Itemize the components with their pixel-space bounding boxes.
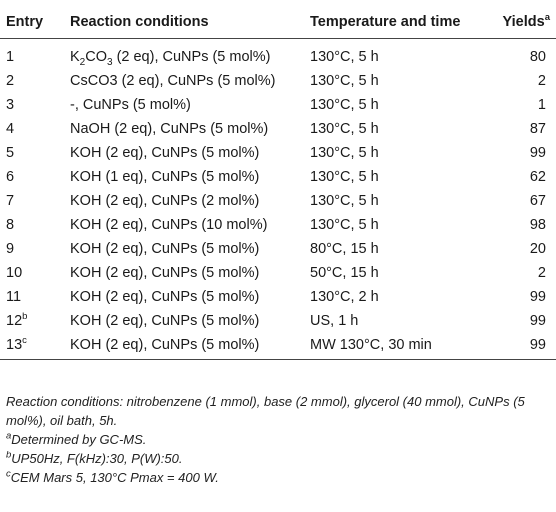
footnote-marker: a — [6, 430, 12, 442]
yield-cell: 99 — [529, 289, 546, 305]
temp-time-cell: 130°C, 5 h — [310, 121, 379, 137]
entry-cell: 10 — [6, 265, 23, 281]
entry-cell: 8 — [6, 217, 15, 233]
temp-time-cell: 130°C, 5 h — [310, 193, 379, 209]
table-row: 1 K2CO3 (2 eq), CuNPs (5 mol%) 130°C, 5 … — [0, 39, 556, 70]
yield-cell: 67 — [529, 193, 546, 209]
entry-cell: 11 — [6, 289, 22, 305]
header-yields-footnote: a — [544, 12, 550, 24]
yield-cell: 2 — [537, 265, 546, 281]
temp-time-cell: MW 130°C, 30 min — [304, 333, 484, 360]
conditions-cell: KOH (2 eq), CuNPs (5 mol%) — [64, 333, 304, 360]
yield-cell: 87 — [529, 121, 546, 137]
temp-time-cell: 80°C, 15 h — [310, 241, 379, 257]
conditions-cell: K2CO3 (2 eq), CuNPs (5 mol%) — [64, 39, 304, 70]
base-subscript: 2 — [79, 56, 86, 68]
footnote-marker: c — [6, 468, 11, 480]
conditions-cell: KOH (1 eq), CuNPs (5 mol%) — [70, 169, 260, 185]
entry-cell: 6 — [6, 169, 15, 185]
conditions-cell: KOH (2 eq), CuNPs (5 mol%) — [70, 313, 260, 329]
footnote-text: UP50Hz, F(kHz):30, P(W):50. — [11, 451, 183, 466]
table-row: 3 -, CuNPs (5 mol%) 130°C, 5 h 1 — [0, 93, 556, 117]
footnote-marker: b — [6, 449, 12, 461]
footnote-text: CEM Mars 5, 130°C Pmax = 400 W. — [10, 470, 219, 485]
footnote-b: bUP50Hz, F(kHz):30, P(W):50. — [6, 449, 552, 468]
yield-cell: 99 — [529, 145, 546, 161]
table-row: 10 KOH (2 eq), CuNPs (5 mol%) 50°C, 15 h… — [0, 261, 556, 285]
table-row: 4 NaOH (2 eq), CuNPs (5 mol%) 130°C, 5 h… — [0, 117, 556, 141]
conditions-text: (2 eq), CuNPs (5 mol%) — [112, 49, 271, 65]
base-text: K — [70, 49, 80, 65]
conditions-cell: KOH (2 eq), CuNPs (5 mol%) — [70, 145, 260, 161]
conditions-cell: KOH (2 eq), CuNPs (10 mol%) — [70, 217, 268, 233]
table-row: 13c KOH (2 eq), CuNPs (5 mol%) MW 130°C,… — [0, 333, 556, 360]
footnote-c: cCEM Mars 5, 130°C Pmax = 400 W. — [6, 468, 552, 487]
table-row: 8 KOH (2 eq), CuNPs (10 mol%) 130°C, 5 h… — [0, 213, 556, 237]
table-row: 2 CsCO3 (2 eq), CuNPs (5 mol%) 130°C, 5 … — [0, 69, 556, 93]
entry-footnote: c — [22, 335, 27, 347]
header-temp-time: Temperature and time — [304, 6, 484, 39]
entry-cell: 12b — [0, 309, 64, 333]
temp-time-cell: 130°C, 2 h — [310, 289, 379, 305]
header-yields: Yieldsa — [484, 6, 556, 39]
conditions-cell: CsCO3 (2 eq), CuNPs (5 mol%) — [70, 73, 276, 89]
entry-cell: 5 — [6, 145, 15, 161]
yield-cell: 99 — [484, 333, 556, 360]
temp-time-cell: 130°C, 5 h — [310, 145, 379, 161]
conditions-cell: NaOH (2 eq), CuNPs (5 mol%) — [70, 121, 269, 137]
table-row: 11 KOH (2 eq), CuNPs (5 mol%) 130°C, 2 h… — [0, 285, 556, 309]
entry-cell: 1 — [6, 49, 15, 65]
entry-footnote: b — [22, 311, 28, 323]
table-row: 5 KOH (2 eq), CuNPs (5 mol%) 130°C, 5 h … — [0, 141, 556, 165]
conditions-cell: KOH (2 eq), CuNPs (5 mol%) — [70, 241, 260, 257]
yield-cell: 80 — [529, 49, 546, 65]
conditions-cell: KOH (2 eq), CuNPs (5 mol%) — [70, 289, 260, 305]
entry-cell: 4 — [6, 121, 15, 137]
base-subscript: 3 — [106, 56, 113, 68]
entry-cell: 3 — [6, 97, 15, 113]
entry-cell: 7 — [6, 193, 15, 209]
footnote-a: aDetermined by GC-MS. — [6, 430, 552, 449]
footnote-main: Reaction conditions: nitrobenzene (1 mmo… — [6, 394, 525, 428]
temp-time-cell: US, 1 h — [310, 313, 359, 329]
reaction-conditions-table: Entry Reaction conditions Temperature an… — [0, 6, 556, 360]
table-footnotes: Reaction conditions: nitrobenzene (1 mmo… — [6, 392, 552, 487]
conditions-cell: KOH (2 eq), CuNPs (2 mol%) — [70, 193, 260, 209]
temp-time-cell: 130°C, 5 h — [310, 73, 379, 89]
yield-cell: 20 — [529, 241, 546, 257]
yield-cell: 2 — [537, 73, 546, 89]
yield-cell: 62 — [529, 169, 546, 185]
entry-number: 13 — [6, 337, 23, 353]
temp-time-cell: 50°C, 15 h — [310, 265, 379, 281]
table-row: 7 KOH (2 eq), CuNPs (2 mol%) 130°C, 5 h … — [0, 189, 556, 213]
entry-cell: 9 — [6, 241, 15, 257]
entry-number: 12 — [6, 313, 23, 329]
yield-cell: 99 — [529, 313, 546, 329]
table-row: 9 KOH (2 eq), CuNPs (5 mol%) 80°C, 15 h … — [0, 237, 556, 261]
header-entry: Entry — [0, 6, 64, 39]
temp-time-cell: 130°C, 5 h — [310, 97, 379, 113]
table-row: 6 KOH (1 eq), CuNPs (5 mol%) 130°C, 5 h … — [0, 165, 556, 189]
conditions-cell: -, CuNPs (5 mol%) — [70, 97, 191, 113]
conditions-cell: KOH (2 eq), CuNPs (5 mol%) — [70, 265, 260, 281]
header-row: Entry Reaction conditions Temperature an… — [0, 6, 556, 39]
footnote-text: Determined by GC-MS. — [11, 432, 147, 447]
entry-cell: 2 — [6, 73, 15, 89]
entry-cell: 13c — [0, 333, 64, 360]
table-row: 12b KOH (2 eq), CuNPs (5 mol%) US, 1 h 9… — [0, 309, 556, 333]
temp-time-cell: 130°C, 5 h — [310, 169, 379, 185]
base-text: CO — [85, 49, 107, 65]
header-yields-label: Yields — [502, 14, 545, 30]
header-conditions: Reaction conditions — [64, 6, 304, 39]
yield-cell: 1 — [537, 97, 546, 113]
temp-time-cell: 130°C, 5 h — [310, 49, 379, 65]
temp-time-cell: 130°C, 5 h — [310, 217, 379, 233]
yield-cell: 98 — [529, 217, 546, 233]
